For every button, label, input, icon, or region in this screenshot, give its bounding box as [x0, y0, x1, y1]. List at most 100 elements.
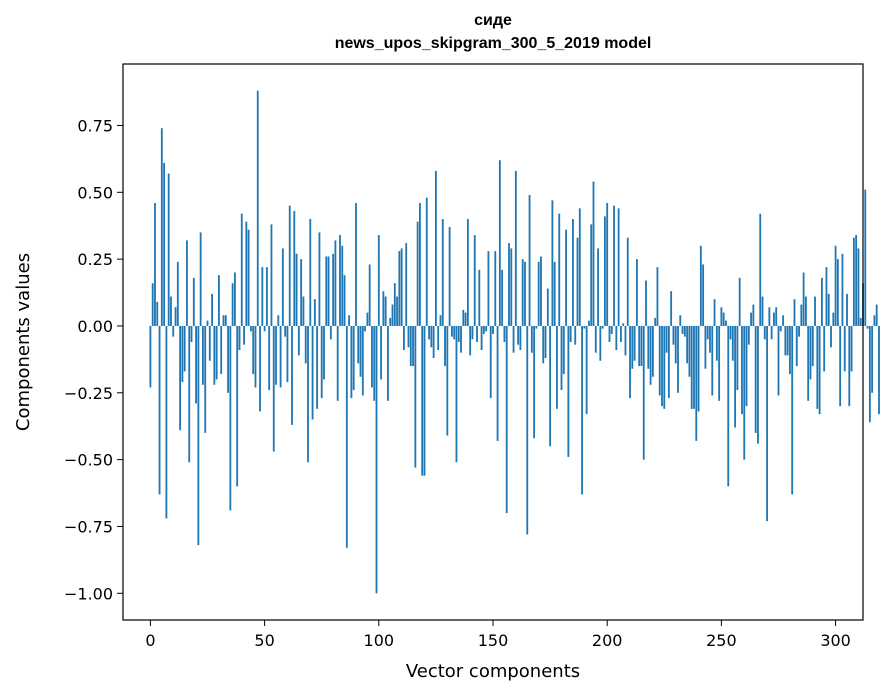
bar: [613, 205, 615, 326]
bar: [615, 325, 618, 351]
bar: [713, 299, 716, 326]
bar: [725, 320, 727, 326]
bar: [633, 325, 636, 361]
bar: [428, 325, 430, 340]
bar: [795, 325, 798, 367]
bar: [192, 277, 195, 326]
bar: [496, 325, 499, 441]
bar: [380, 325, 382, 380]
bar: [508, 243, 510, 326]
bar: [816, 325, 819, 409]
bar: [868, 325, 871, 423]
bar: [505, 325, 508, 514]
bar: [208, 325, 211, 361]
bar: [852, 237, 855, 326]
bar: [489, 325, 492, 399]
bar: [165, 325, 168, 519]
bar: [213, 325, 216, 385]
bar: [720, 307, 723, 326]
bar: [307, 325, 309, 463]
y-tick-label: 0.50: [77, 183, 113, 202]
bar: [492, 325, 494, 334]
bar: [355, 203, 357, 326]
bar: [736, 325, 739, 391]
bar: [224, 315, 227, 326]
bar: [604, 216, 606, 326]
bar: [352, 325, 355, 391]
bar: [640, 325, 643, 367]
bar: [450, 325, 453, 337]
bar: [578, 208, 581, 326]
bar: [651, 325, 654, 377]
bar: [288, 205, 291, 326]
bar: [546, 288, 549, 326]
bar: [830, 325, 832, 348]
bar: [249, 325, 252, 332]
bar: [848, 325, 851, 407]
bar: [645, 280, 647, 326]
bar: [476, 325, 478, 342]
bar: [661, 325, 663, 407]
bar: [750, 312, 752, 326]
bar: [277, 315, 280, 326]
bar: [320, 325, 323, 399]
bar: [855, 235, 858, 326]
bar: [199, 232, 202, 326]
bar: [350, 325, 353, 399]
plot-frame: [122, 63, 864, 621]
bar: [649, 325, 652, 385]
bar: [631, 325, 634, 369]
bar: [658, 325, 661, 396]
bar: [827, 293, 830, 326]
bar: [446, 325, 449, 436]
bar: [752, 304, 755, 326]
bar: [747, 325, 750, 345]
bar: [259, 325, 261, 412]
y-tick-label: −0.50: [64, 451, 113, 470]
bar: [302, 296, 305, 326]
bar: [697, 325, 700, 412]
bar: [231, 283, 234, 326]
x-tick-label: 250: [706, 631, 737, 650]
x-tick-label: 300: [820, 631, 851, 650]
bar: [846, 293, 848, 326]
bar: [590, 224, 593, 326]
bar: [149, 325, 152, 388]
bar: [437, 325, 440, 351]
bar: [501, 269, 504, 326]
bar: [811, 325, 814, 367]
bar: [457, 325, 460, 342]
bar: [400, 248, 403, 326]
bar: [393, 283, 396, 326]
bar: [859, 317, 862, 326]
bar: [839, 325, 842, 407]
bar: [626, 237, 629, 326]
bar: [754, 325, 757, 433]
bar: [688, 325, 691, 377]
bar: [517, 325, 520, 345]
bar: [197, 325, 200, 546]
bar: [154, 203, 156, 326]
x-tick-label: 0: [145, 631, 155, 650]
bar: [594, 325, 597, 353]
bar: [361, 325, 364, 396]
bar: [421, 325, 424, 476]
bar: [311, 325, 314, 420]
bar: [656, 267, 659, 326]
bar: [318, 232, 321, 326]
bar: [731, 325, 734, 361]
bar: [635, 259, 638, 326]
bar: [804, 296, 807, 326]
bar: [464, 312, 467, 326]
bar: [761, 296, 764, 326]
bar: [332, 253, 335, 326]
bar: [430, 325, 433, 348]
bar: [601, 325, 604, 329]
bar: [572, 219, 574, 326]
bar: [174, 307, 177, 326]
bar: [407, 325, 410, 348]
y-axis: −1.00 −0.75 −0.50 −0.25 0.00 0.25 0.50 0.75: [64, 116, 123, 603]
bar: [686, 325, 689, 364]
bar: [460, 325, 462, 353]
bar: [434, 170, 437, 326]
